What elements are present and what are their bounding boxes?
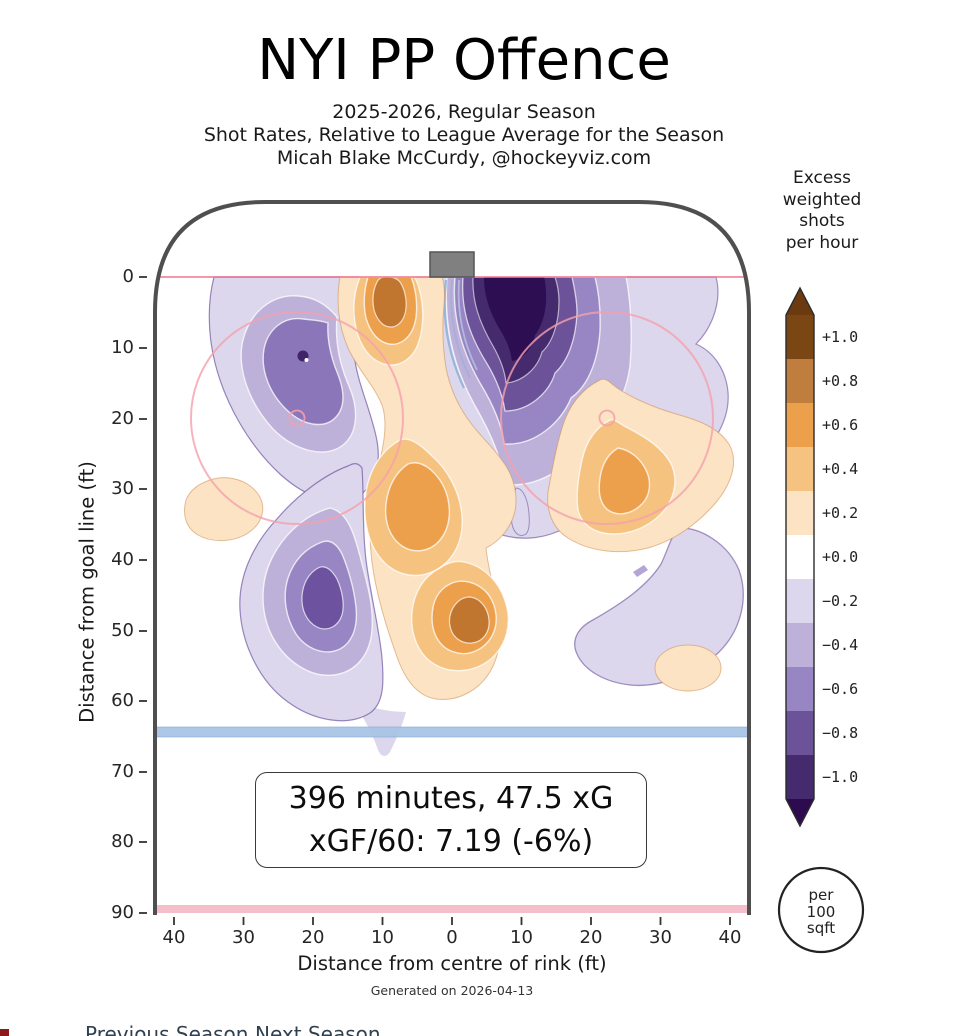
x-tick: 30 <box>649 927 672 948</box>
y-tick: 60 <box>111 690 134 711</box>
colorbar-title-line: Excess <box>792 168 852 188</box>
colorbar-tick: +0.2 <box>822 504 859 522</box>
colorbar-title-line: per hour <box>785 233 859 253</box>
x-tick: 40 <box>718 927 742 948</box>
colorbar-tick: −0.2 <box>822 592 859 610</box>
x-tick: 10 <box>371 927 394 948</box>
page-title: NYI PP Offence <box>257 28 671 93</box>
y-tick: 0 <box>122 266 134 287</box>
corner-mark <box>0 1029 9 1036</box>
colorbar-tick: −0.6 <box>822 680 859 698</box>
next-season-link[interactable]: Next Season <box>255 1022 381 1036</box>
colorbar-tick: −1.0 <box>822 768 859 786</box>
stat-line-minutes-xg: 396 minutes, 47.5 xG <box>288 781 614 816</box>
x-tick: 20 <box>579 927 603 948</box>
y-tick: 40 <box>111 549 134 570</box>
generated-on-text: Generated on 2026-04-13 <box>370 983 534 998</box>
per-area-circle <box>777 866 865 954</box>
contour-layer <box>157 276 747 913</box>
colorbar-tick: +1.0 <box>822 328 859 346</box>
subtitle-author: Micah Blake McCurdy, @hockeyviz.com <box>276 147 652 169</box>
x-tick: 20 <box>301 927 325 948</box>
y-tick: 20 <box>111 408 134 429</box>
x-tick: 40 <box>162 927 186 948</box>
colorbar-tick: +0.6 <box>822 416 859 434</box>
axis-tick-marks <box>139 276 731 925</box>
y-tick: 70 <box>111 761 134 782</box>
colorbar-tick: +0.0 <box>822 548 859 566</box>
stat-box: 396 minutes, 47.5 xG xGF/60: 7.19 (-6%) <box>255 772 647 868</box>
rink-outline <box>153 200 751 915</box>
colorbar-title-line: weighted <box>782 190 862 210</box>
colorbar-tick: −0.8 <box>822 724 859 742</box>
colorbar-title-line: shots <box>799 211 845 231</box>
previous-season-link[interactable]: Previous Season <box>85 1022 249 1036</box>
x-tick: 30 <box>232 927 255 948</box>
y-tick: 90 <box>111 902 134 923</box>
stat-line-xgf60: xGF/60: 7.19 (-6%) <box>308 824 594 859</box>
colorbar <box>785 286 815 828</box>
subtitle-metric: Shot Rates, Relative to League Average f… <box>203 124 725 146</box>
x-tick: 10 <box>510 927 533 948</box>
y-axis-label: Distance from goal line (ft) <box>75 461 99 723</box>
y-tick: 10 <box>111 337 134 358</box>
colorbar-tick: +0.4 <box>822 460 859 478</box>
x-axis-label: Distance from centre of rink (ft) <box>297 952 607 975</box>
per-area-legend: per 100 sqft <box>806 886 836 937</box>
x-tick: 0 <box>446 927 458 948</box>
subtitle-season: 2025-2026, Regular Season <box>332 101 596 123</box>
colorbar-tick: −0.4 <box>822 636 859 654</box>
y-tick: 50 <box>111 620 134 641</box>
net-marker <box>429 251 475 278</box>
colorbar-tick: +0.8 <box>822 372 859 390</box>
y-tick: 80 <box>111 831 134 852</box>
y-tick: 30 <box>111 478 134 499</box>
